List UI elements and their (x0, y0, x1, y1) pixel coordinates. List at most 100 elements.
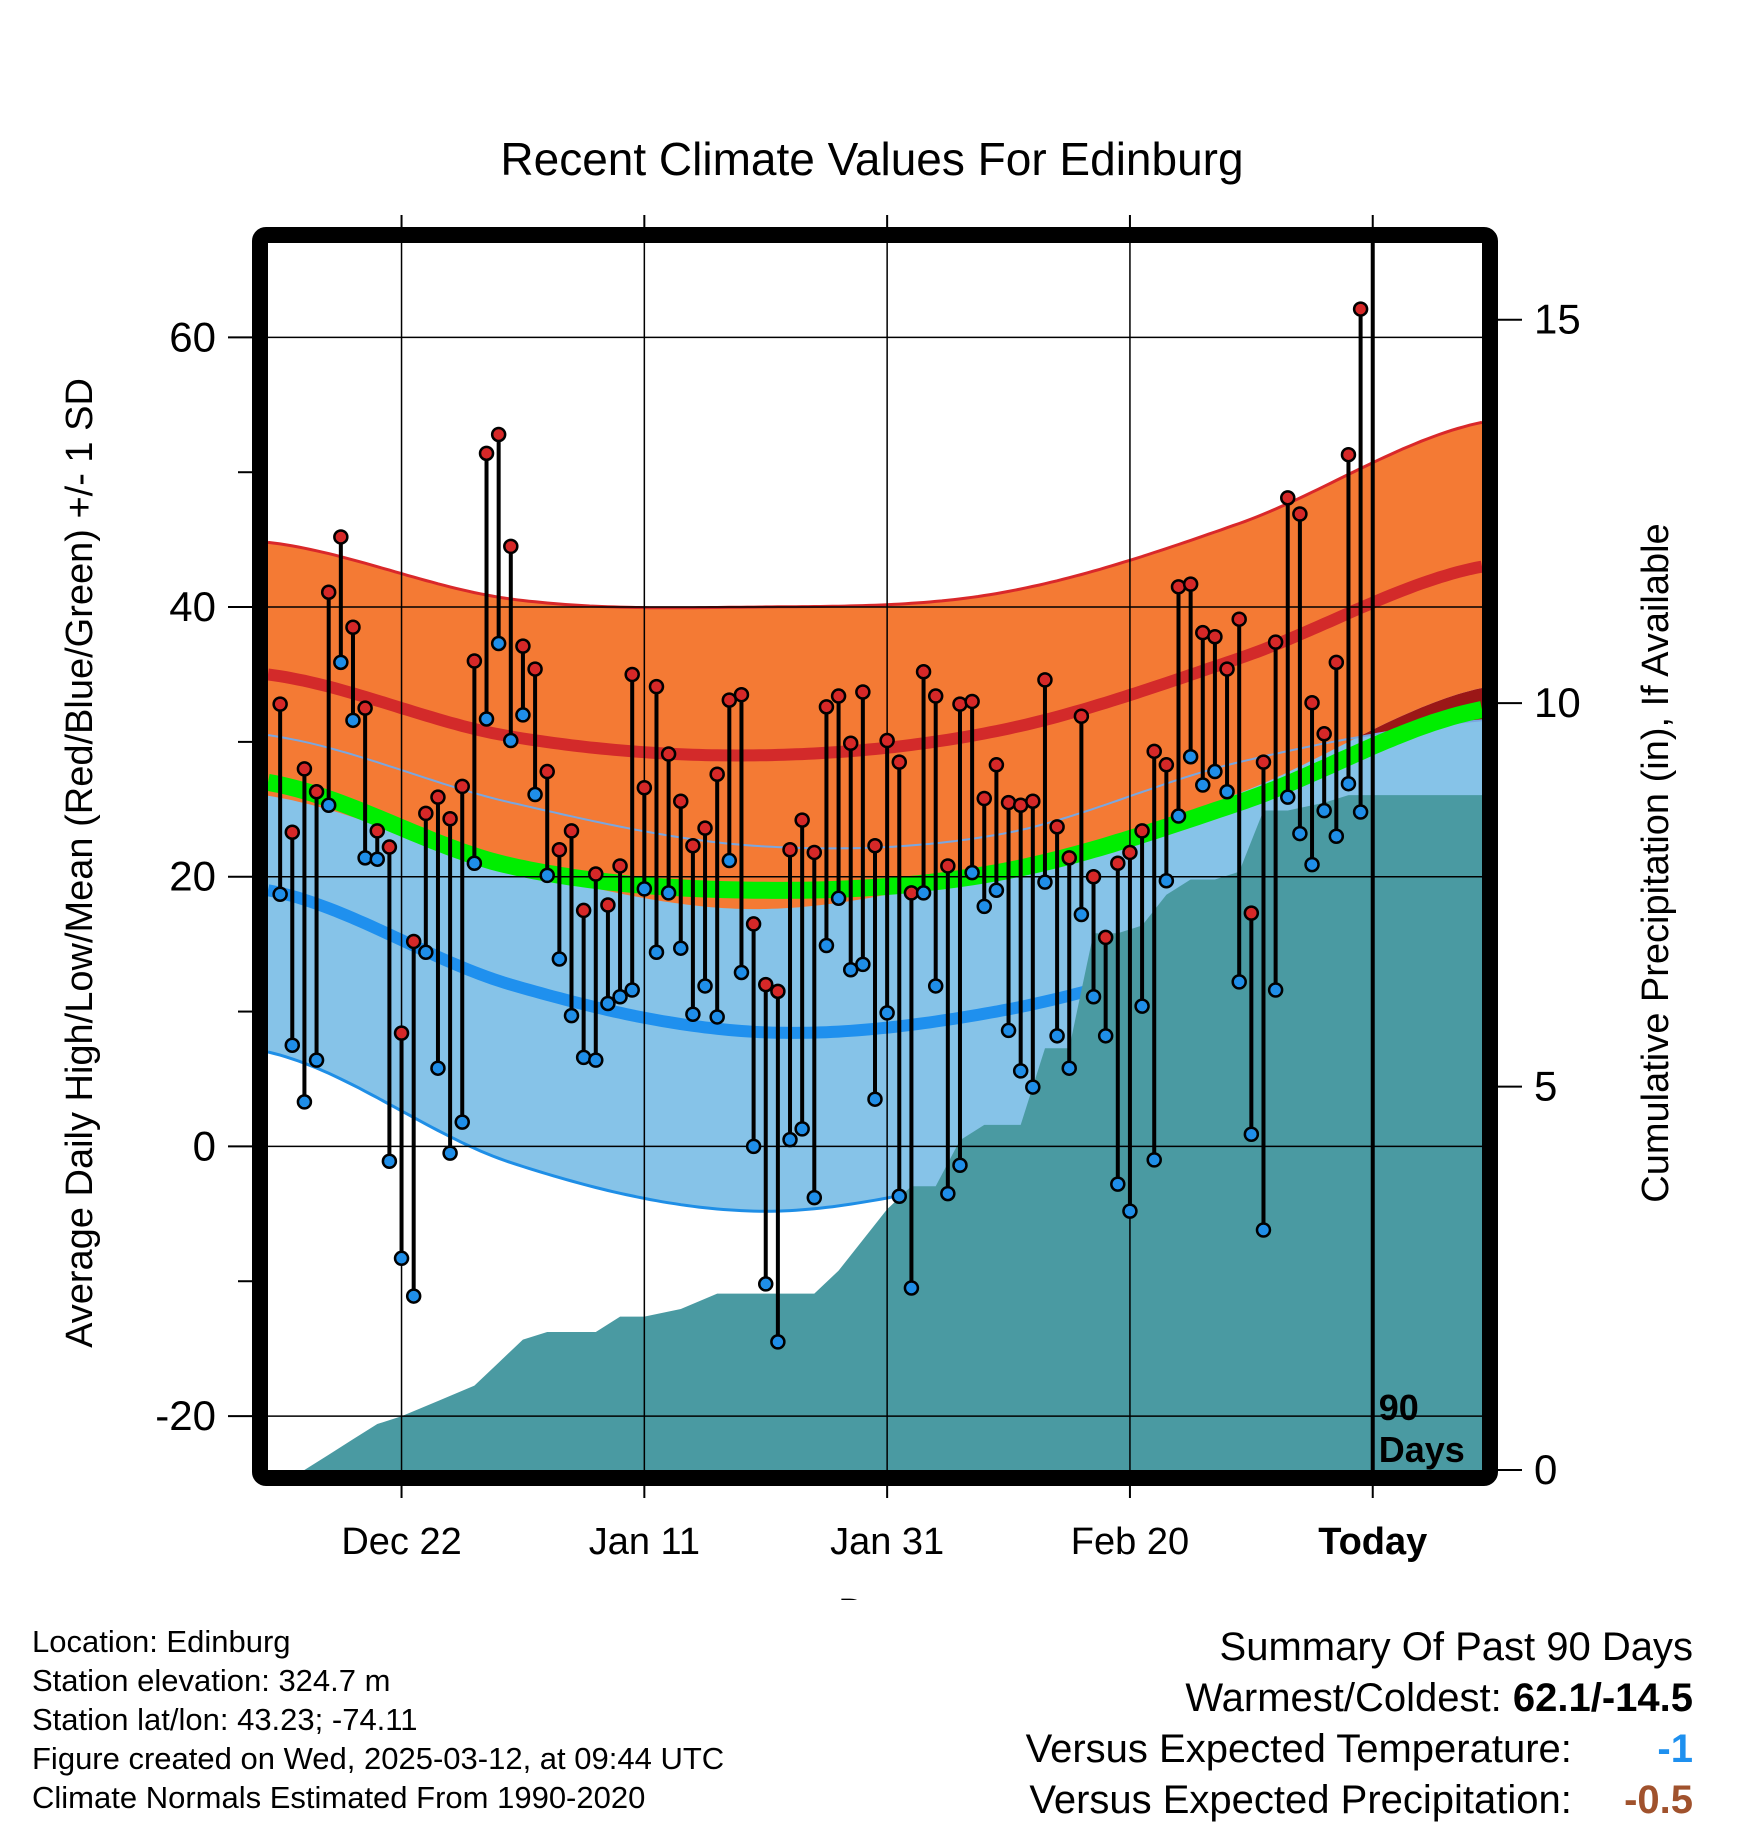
daily-observations (272, 301, 1369, 1350)
y-tick-label: 60 (169, 313, 216, 360)
y2-tick-label: 5 (1534, 1063, 1557, 1110)
normals-text: Climate Normals Estimated From 1990-2020 (32, 1780, 646, 1815)
daily-low-point (1207, 763, 1223, 780)
daily-high-point (818, 699, 835, 715)
daily-high-point (927, 688, 944, 704)
y-tick-label: 40 (169, 583, 216, 630)
daily-low-point (770, 1334, 786, 1350)
daily-high-point (418, 805, 434, 822)
daily-low-point (442, 1145, 458, 1161)
daily-high-point (527, 661, 543, 677)
daily-low-point (757, 1276, 774, 1292)
daily-high-point (636, 779, 653, 796)
daily-high-point (1304, 695, 1320, 711)
daily-high-point (757, 976, 774, 993)
daily-low-point (1267, 982, 1284, 998)
grid-lines (268, 243, 1482, 1470)
daily-high-point (1061, 850, 1077, 866)
daily-high-point (660, 746, 677, 762)
daily-low-point (940, 1185, 956, 1202)
daily-high-point (1025, 793, 1041, 809)
climate-chart: Recent Climate Values For Edinburg 60 40 2… (59, 133, 1677, 1600)
daily-low-point (1122, 1203, 1138, 1219)
precip-value: -0.5 (1624, 1778, 1693, 1822)
daily-low-point (721, 852, 738, 869)
daily-low-point (891, 1188, 908, 1205)
daily-low-point (563, 1007, 580, 1024)
y-tick-label: 0 (193, 1122, 216, 1169)
daily-low-point (697, 978, 713, 994)
daily-low-point (1243, 1126, 1260, 1143)
daily-high-point (891, 754, 908, 770)
elevation-text: Station elevation: 324.7 m (32, 1663, 391, 1698)
daily-high-point (1340, 446, 1357, 463)
daily-high-point (1158, 757, 1175, 773)
daily-low-point (1134, 998, 1150, 1014)
daily-low-point (927, 978, 944, 994)
daily-low-point (345, 712, 361, 729)
daily-low-point (575, 1049, 592, 1066)
daily-low-point (733, 964, 750, 981)
daily-low-point (830, 890, 847, 907)
daily-high-point (284, 824, 301, 840)
daily-high-point (1037, 672, 1053, 688)
daily-high-point (1352, 301, 1369, 317)
daily-high-point (1255, 754, 1272, 770)
daily-high-point (1049, 819, 1065, 835)
daily-high-point (733, 686, 750, 703)
daily-low-point (1352, 804, 1369, 820)
daily-low-point (369, 851, 386, 867)
daily-low-point (745, 1138, 762, 1155)
daily-high-point (405, 933, 422, 950)
daily-low-point (964, 864, 980, 881)
daily-low-point (660, 885, 677, 901)
created-text: Figure created on Wed, 2025-03-12, at 09… (32, 1741, 725, 1776)
daily-low-point (624, 982, 640, 998)
daily-high-point (1207, 628, 1223, 645)
daily-low-point (539, 867, 555, 884)
chart-title: Recent Climate Values For Edinburg (500, 133, 1243, 185)
x-tick-label: Feb 20 (1071, 1521, 1189, 1563)
daily-low-point (478, 711, 495, 727)
daily-low-point (405, 1288, 422, 1304)
daily-high-point (1000, 794, 1017, 811)
daily-low-point (1255, 1222, 1272, 1238)
daily-high-point (369, 823, 386, 839)
daily-high-point (794, 812, 810, 828)
daily-high-point (697, 820, 713, 836)
precipitation-area (268, 795, 1482, 1470)
daily-high-point (539, 763, 555, 780)
x-tick-label: Jan 11 (589, 1521, 700, 1563)
daily-low-point (527, 786, 543, 803)
daily-high-point (588, 866, 604, 882)
daily-high-point (1182, 576, 1199, 592)
daily-high-point (1243, 905, 1260, 921)
plot-border (252, 227, 1498, 1486)
daily-high-point (393, 1025, 410, 1041)
daily-high-point (915, 664, 932, 680)
daily-low-point (1195, 777, 1211, 793)
summary-title: Summary Of Past 90 Days (1219, 1625, 1693, 1669)
warm-cold-value: 62.1/-14.5 (1512, 1676, 1693, 1720)
precip-row: Versus Expected Precipitation: -0.5 (1026, 1775, 1693, 1826)
daily-high-point (272, 696, 288, 712)
daily-high-point (830, 688, 847, 704)
daily-high-point (721, 692, 738, 708)
axes: 60 40 20 0 -20 15 10 5 0 Dec 22 Jan 11 Jan 31 Feb 20… (155, 215, 1581, 1563)
daily-low-point (1146, 1152, 1162, 1168)
daily-low-point (454, 1114, 470, 1130)
daily-high-point (478, 445, 495, 462)
daily-high-point (879, 732, 895, 749)
daily-low-point (1012, 1063, 1029, 1079)
daily-high-point (842, 735, 859, 751)
daily-high-point (308, 784, 325, 800)
daily-low-point (1049, 1028, 1065, 1044)
daily-high-point (782, 842, 798, 858)
warm-cold-row: Warmest/Coldest: 62.1/-14.5 (1026, 1673, 1693, 1724)
y-tick-label: -20 (155, 1392, 216, 1439)
today-window-label: 90 (1379, 1387, 1419, 1428)
daily-high-point (1097, 929, 1114, 946)
daily-low-point (1025, 1079, 1041, 1095)
daily-low-point (600, 995, 616, 1012)
daily-high-point (988, 757, 1005, 773)
